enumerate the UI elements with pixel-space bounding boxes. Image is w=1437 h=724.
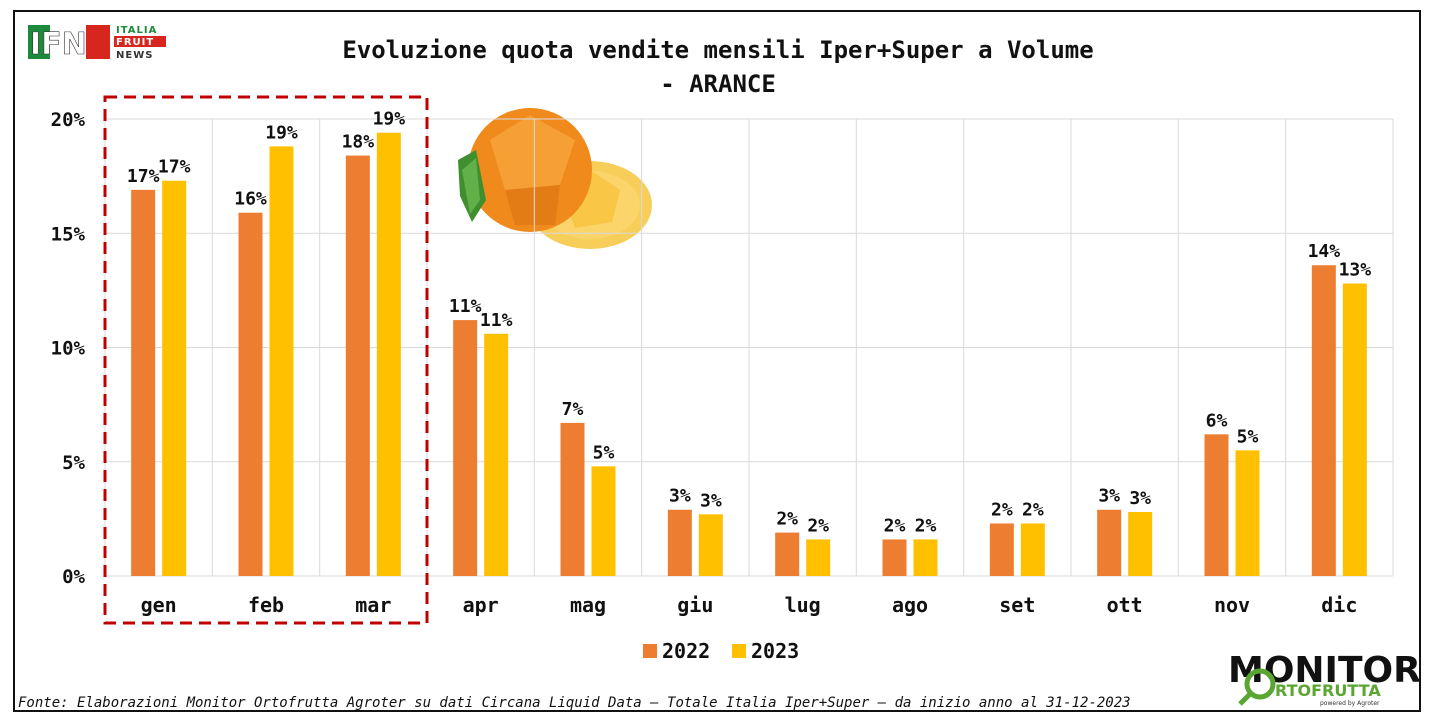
x-tick-label: mag [570,593,606,617]
x-tick-label: mar [355,593,391,617]
legend: 2022 2023 [643,639,799,663]
source-note: Fonte: Elaborazioni Monitor Ortofrutta A… [18,695,1131,711]
data-label-2023-gen: 17% [158,157,191,178]
data-label-2023-feb: 19% [265,122,298,143]
x-tick-label: set [999,593,1035,617]
data-label-2023-set: 2% [1022,499,1044,520]
bar-2023-mag [591,466,616,576]
legend-label-2022: 2022 [662,639,710,663]
data-label-2022-ott: 3% [1098,486,1120,507]
data-label-2023-dic: 13% [1339,260,1372,281]
x-tick-label: giu [677,593,713,617]
bar-2022-nov [1204,434,1229,576]
data-label-2023-mag: 5% [593,442,615,463]
plot-area: 0%5%10%15%20%17%17%gen16%19%feb18%19%mar… [51,95,1394,625]
bar-2023-lug [806,539,831,576]
data-label-2022-nov: 6% [1206,410,1228,431]
x-tick-label: nov [1214,593,1250,617]
y-tick-label: 20% [51,109,86,131]
data-label-2023-lug: 2% [807,515,829,536]
data-label-2023-nov: 5% [1237,426,1259,447]
bar-2023-set [1020,523,1045,576]
data-label-2022-gen: 17% [127,166,160,187]
highlight-box [103,95,429,625]
data-label-2022-giu: 3% [669,486,691,507]
bar-2022-apr [453,320,478,576]
bar-2022-ago [882,539,907,576]
data-label-2023-mar: 19% [373,109,406,130]
chart-title-line1: Evoluzione quota vendite mensili Iper+Su… [342,36,1093,64]
data-label-2023-giu: 3% [700,490,722,511]
x-tick-label: ago [892,593,928,617]
monitor-logo-word2: RTOFRUTTA [1275,681,1381,700]
legend-swatch-2023 [732,644,746,658]
y-tick-label: 10% [51,338,86,360]
bar-2022-gen [131,189,156,576]
data-label-2023-ago: 2% [915,515,937,536]
bar-2023-gen [162,180,187,576]
x-tick-label: dic [1321,593,1357,617]
data-label-2022-ago: 2% [884,515,906,536]
data-label-2022-apr: 11% [449,296,482,317]
ifn-logo-line3: NEWS [116,50,153,61]
y-tick-label: 5% [62,452,85,474]
bar-2022-lug [775,532,800,576]
bar-2022-giu [667,509,692,576]
bar-2023-giu [698,514,723,576]
bar-2022-mar [345,155,370,576]
bar-2023-feb [269,146,294,577]
y-tick-label: 0% [62,566,85,588]
bar-2023-apr [484,333,509,576]
bar-2022-ott [1097,509,1122,576]
x-tick-label: feb [248,593,284,617]
data-label-2022-mag: 7% [562,399,584,420]
data-label-2022-set: 2% [991,499,1013,520]
bar-2022-feb [238,212,263,576]
legend-label-2023: 2023 [751,639,799,663]
ifn-logo-line2: FRUIT [116,37,154,48]
data-label-2023-apr: 11% [480,310,513,331]
x-tick-label: lug [785,593,821,617]
data-label-2023-ott: 3% [1129,488,1151,509]
x-tick-label: ott [1107,593,1143,617]
chart-frame [13,10,1421,712]
legend-swatch-2022 [643,644,657,658]
data-label-2022-mar: 18% [342,132,375,153]
bar-2023-dic [1342,283,1367,576]
ifn-logo-letters: IFN [30,27,87,62]
ifn-logo: IFN ITALIA FRUIT NEWS [28,25,166,62]
data-label-2022-feb: 16% [234,189,267,210]
y-tick-label: 15% [51,223,86,245]
bar-2022-mag [560,422,585,576]
bar-2022-set [989,523,1014,576]
chart-title-line2: - ARANCE [660,70,776,98]
bar-2023-ott [1128,512,1153,576]
bar-2023-ago [913,539,938,576]
bar-2023-nov [1235,450,1260,576]
monitor-logo-powered: powered by Agroter [1320,700,1380,707]
data-label-2022-dic: 14% [1308,241,1341,262]
x-tick-label: apr [463,593,499,617]
ifn-logo-line1: ITALIA [116,25,157,36]
bar-2022-dic [1311,265,1336,576]
bar-2023-mar [376,132,401,576]
data-label-2022-lug: 2% [776,509,798,530]
x-tick-label: gen [141,593,177,617]
monitor-ortofrutta-logo: MONITOR RTOFRUTTA powered by Agroter [1228,650,1421,707]
orange-illustration [458,108,652,249]
